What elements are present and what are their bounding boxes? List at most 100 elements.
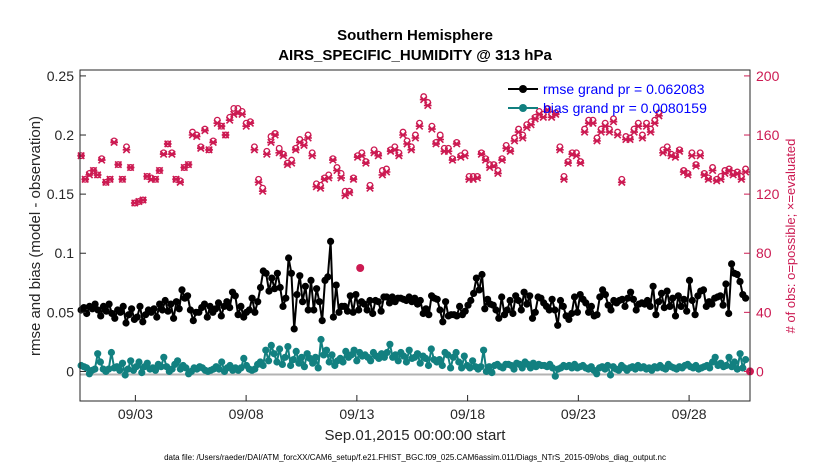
rmse-point bbox=[271, 285, 279, 293]
obs-evaluated-point bbox=[423, 101, 432, 110]
x-tick-label: 09/28 bbox=[672, 406, 707, 422]
rmse-point bbox=[733, 270, 741, 279]
rmse-point bbox=[509, 309, 517, 318]
obs-evaluated-point bbox=[279, 151, 288, 160]
left-axis-ticks: 0 0.05 0.1 0.15 0.2 0.25 bbox=[47, 68, 86, 379]
rmse-point bbox=[671, 312, 680, 320]
bias-point bbox=[289, 356, 297, 364]
obs-possible-point bbox=[362, 158, 370, 166]
obs-evaluated-point bbox=[139, 196, 147, 204]
obs-evaluated-point bbox=[172, 175, 180, 184]
rmse-point bbox=[332, 281, 340, 289]
obs-possible-point bbox=[684, 169, 692, 177]
bias-point bbox=[328, 351, 336, 359]
obs-evaluated-point bbox=[93, 171, 102, 179]
bias-point bbox=[485, 363, 493, 371]
bias-point bbox=[317, 335, 325, 344]
rmse-point bbox=[688, 296, 696, 305]
rmse-point bbox=[125, 311, 133, 319]
rmse-point bbox=[318, 317, 326, 325]
x-tick-label: 09/18 bbox=[450, 406, 485, 422]
rmse-point bbox=[559, 302, 567, 310]
rmse-point bbox=[683, 307, 691, 315]
bias-point bbox=[510, 365, 518, 373]
rmse-point bbox=[251, 308, 259, 316]
obs-highlight-point bbox=[356, 264, 365, 272]
bias-point bbox=[394, 357, 402, 365]
y2-tick-label: 0 bbox=[756, 363, 764, 379]
rmse-point bbox=[481, 305, 489, 313]
bias-point bbox=[237, 364, 245, 372]
bias-point bbox=[400, 352, 408, 360]
rmse-point bbox=[470, 289, 478, 297]
bias-point bbox=[435, 356, 444, 364]
rmse-point bbox=[478, 270, 486, 279]
obs-evaluated-point bbox=[155, 166, 164, 175]
y2-axis-label: # of obs: o=possible; ×=evaluated bbox=[783, 139, 798, 334]
bias-point bbox=[339, 358, 347, 366]
bias-point bbox=[742, 356, 750, 364]
rmse-point bbox=[643, 296, 652, 305]
rmse-point bbox=[156, 300, 164, 308]
bias-point bbox=[174, 357, 182, 365]
rmse-point bbox=[346, 292, 354, 300]
rmse-point bbox=[570, 293, 579, 301]
bias-point bbox=[259, 361, 267, 370]
rmse-point bbox=[680, 295, 688, 303]
rmse-point bbox=[178, 286, 186, 294]
obs-evaluated-point bbox=[399, 131, 407, 139]
obs-evaluated-point bbox=[263, 150, 271, 158]
obs-evaluated-point bbox=[217, 122, 226, 130]
bias-point bbox=[424, 361, 433, 370]
obs-evaluated-point bbox=[205, 146, 213, 154]
obs-evaluated-point bbox=[671, 153, 680, 161]
rmse-point bbox=[520, 288, 528, 296]
obs-evaluated-point bbox=[97, 156, 106, 164]
rmse-point bbox=[217, 312, 225, 320]
bias-point bbox=[706, 364, 714, 372]
bias-point bbox=[367, 357, 375, 365]
obs-possible-point bbox=[329, 155, 337, 163]
rmse-point bbox=[587, 302, 596, 310]
obs-evaluated-point bbox=[126, 163, 135, 172]
rmse-point bbox=[265, 287, 273, 295]
rmse-point bbox=[276, 283, 284, 292]
obs-series bbox=[77, 93, 754, 376]
legend-rmse-label: rmse grand pr = 0.062083 bbox=[543, 81, 705, 97]
obs-possible-point bbox=[498, 155, 506, 163]
obs-evaluated-point bbox=[593, 137, 601, 145]
rmse-point bbox=[97, 312, 105, 320]
rmse-point bbox=[506, 296, 514, 305]
rmse-point bbox=[433, 295, 441, 303]
obs-possible-point bbox=[552, 109, 560, 117]
rmse-point bbox=[248, 294, 256, 302]
obs-evaluated-point bbox=[613, 131, 622, 139]
obs-possible-point bbox=[275, 144, 283, 152]
obs-evaluated-point bbox=[659, 149, 667, 157]
rmse-point bbox=[385, 299, 394, 307]
obs-evaluated-point bbox=[300, 141, 308, 150]
rmse-point bbox=[226, 304, 234, 312]
rmse-point bbox=[366, 296, 374, 305]
legend-bias-label: bias grand pr = 0.0080159 bbox=[543, 100, 707, 116]
chart-subtitle: AIRS_SPECIFIC_HUMIDITY @ 313 hPa bbox=[278, 47, 552, 64]
obs-possible-point bbox=[374, 150, 382, 158]
obs-evaluated-point bbox=[291, 146, 300, 154]
bias-point bbox=[292, 347, 300, 355]
bias-point bbox=[83, 364, 91, 372]
rmse-point bbox=[719, 301, 727, 309]
bias-point bbox=[284, 343, 292, 351]
obs-possible-point bbox=[700, 169, 708, 177]
rmse-point bbox=[492, 306, 500, 314]
rmse-point bbox=[150, 305, 158, 313]
bias-point bbox=[309, 359, 317, 367]
rmse-point bbox=[503, 306, 511, 314]
rmse-point bbox=[607, 306, 615, 314]
rmse-point bbox=[234, 311, 242, 319]
bias-point bbox=[444, 351, 452, 359]
bias-point bbox=[458, 364, 466, 372]
rmse-point bbox=[728, 260, 736, 268]
obs-evaluated-point bbox=[366, 184, 374, 192]
obs-evaluated-point bbox=[704, 175, 713, 184]
